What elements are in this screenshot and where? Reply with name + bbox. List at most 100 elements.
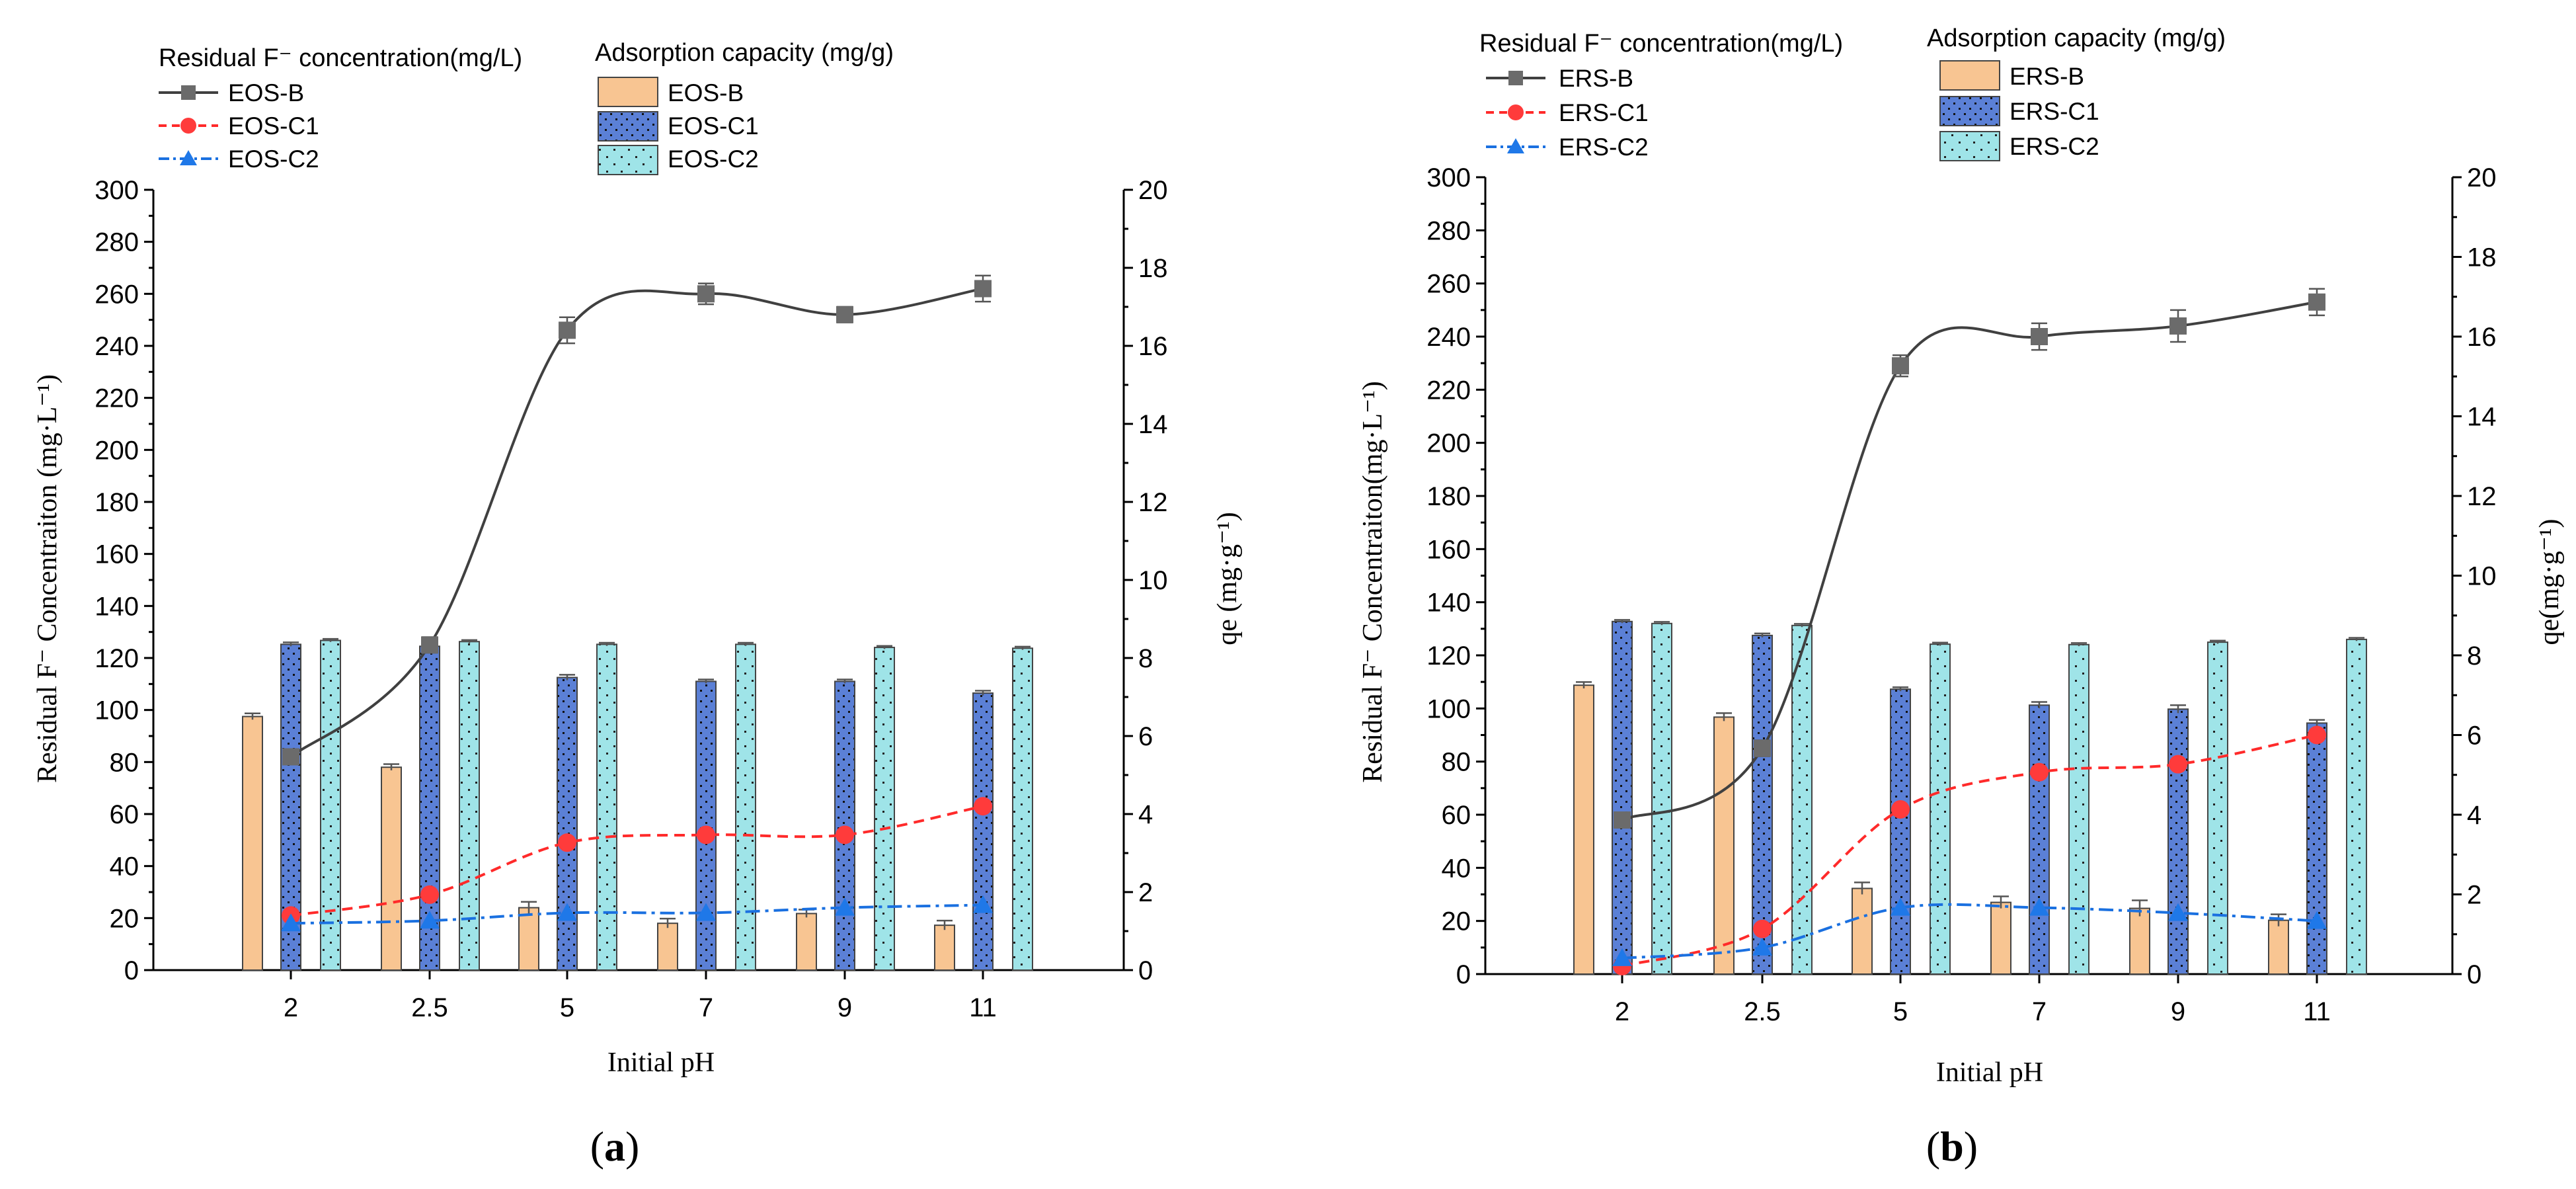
y-tick-label-left: 80 <box>1442 748 1471 777</box>
panel-letter-b: b <box>1940 1123 1964 1170</box>
y-tick-label-left: 280 <box>95 228 139 257</box>
bar-error-bar <box>1614 619 1630 624</box>
y-tick-label-right: 0 <box>1138 956 1153 985</box>
bar-error-bar <box>559 674 575 680</box>
point-marker-circle <box>2030 762 2049 782</box>
plot-area-a: 0204060801001201401601802002202402602803… <box>95 176 1167 1022</box>
legend-marker-circle <box>1508 104 1524 120</box>
legend-marker-square <box>1508 71 1523 85</box>
y-tick-label-right: 6 <box>2467 721 2481 751</box>
point-marker-circle <box>420 885 439 904</box>
bar-error-bar <box>2031 701 2047 709</box>
bar-ers-c1 <box>2306 722 2327 975</box>
x-axis-title-b: Initial pH <box>1936 1057 2043 1088</box>
legend-swatch-bar-c1 <box>598 111 658 142</box>
y-tick-label-left: 0 <box>124 956 139 985</box>
y-tick-label-left: 140 <box>1426 589 1471 618</box>
bar-eos-b <box>518 907 539 971</box>
bar-error-bar <box>698 678 714 684</box>
legend-bar-label-ers-b: ERS-B <box>2010 63 2084 90</box>
y-tick-label-right: 16 <box>1138 332 1168 361</box>
y-tick-label-left: 140 <box>95 592 139 621</box>
y-tick-label-left: 160 <box>1426 535 1471 564</box>
y-tick-label-right: 12 <box>1138 488 1168 517</box>
legend-swatch-bar-c2 <box>1939 131 2000 161</box>
y-tick-label-left: 20 <box>1442 907 1471 936</box>
bar-ers-b <box>2129 907 2150 975</box>
bar-ers-c2 <box>2346 638 2367 975</box>
bar-ers-b <box>1852 887 1873 975</box>
x-tick-label: 2 <box>1615 997 1629 1026</box>
panel-label-a: (a) <box>590 1123 640 1170</box>
y-tick-label-right: 2 <box>1138 878 1153 907</box>
x-tick-label: 5 <box>560 993 574 1022</box>
legend-lines-title: Residual F⁻ concentration(mg/L) <box>1479 30 1843 58</box>
x-tick-label: 2.5 <box>1744 997 1781 1026</box>
y-tick-label-left: 220 <box>95 384 139 413</box>
bar-error-bar <box>1015 645 1031 650</box>
legend-bars-title: Adsorption capacity (mg/g) <box>1927 24 2226 52</box>
legend-bar-label-ers-c2: ERS-C2 <box>2010 133 2099 160</box>
bar-error-bar <box>1754 632 1770 637</box>
legend-label-eos-c2: EOS-C2 <box>228 145 319 173</box>
y-tick-label-left: 20 <box>110 904 139 933</box>
bar-eos-c2 <box>1012 647 1033 971</box>
point-marker-triangle <box>2029 897 2049 916</box>
y-axis-title-left-a: Residual F⁻ Concentraiton (mg·L⁻¹) <box>32 374 63 783</box>
x-tick-label: 2.5 <box>411 993 448 1022</box>
point-marker-circle <box>558 833 576 852</box>
y-tick-label-left: 260 <box>95 280 139 309</box>
plot-area-b: 0204060801001201401601802002202402602803… <box>1426 163 2496 1026</box>
y-tick-label-right: 14 <box>2467 403 2497 432</box>
legend-swatch-bar-b <box>598 77 658 107</box>
y-tick-label-right: 8 <box>1138 644 1153 673</box>
y-tick-label-right: 4 <box>1138 800 1153 829</box>
bar-error-bar <box>1576 681 1592 689</box>
x-tick-label: 7 <box>699 993 713 1022</box>
legend-bar-label-eos-b: EOS-B <box>668 79 744 106</box>
x-tick-label: 2 <box>284 993 298 1022</box>
y-tick-label-right: 10 <box>1138 566 1168 595</box>
x-tick-label: 9 <box>2171 997 2185 1026</box>
legend-marker-circle <box>180 118 196 134</box>
y-tick-label-left: 240 <box>95 332 139 361</box>
point-marker-square <box>1754 739 1771 757</box>
bar-eos-c1 <box>557 676 578 971</box>
y-tick-label-right: 20 <box>2467 163 2497 192</box>
bar-error-bar <box>599 641 615 646</box>
point-marker-triangle <box>1891 897 1910 916</box>
bar-eos-c1 <box>972 692 994 971</box>
y-tick-label-right: 20 <box>1138 176 1168 205</box>
bar-error-bar <box>1932 641 1948 646</box>
y-tick-label-right: 18 <box>2467 243 2497 272</box>
bar-error-bar <box>1893 686 1908 692</box>
bar-eos-b <box>381 766 402 971</box>
line-series-eos-c2 <box>290 903 984 925</box>
y-tick-label-left: 180 <box>1426 482 1471 511</box>
y-tick-label-right: 14 <box>1138 410 1168 439</box>
y-tick-label-left: 220 <box>1426 376 1471 405</box>
bar-error-bar <box>283 641 299 647</box>
legend-marker-triangle <box>1507 138 1524 153</box>
bar-error-bar <box>2071 642 2087 647</box>
y-tick-label-right: 2 <box>2467 881 2481 910</box>
y-tick-label-right: 0 <box>2467 960 2481 989</box>
point-marker-square <box>2031 328 2048 345</box>
bar-ers-c1 <box>2167 708 2189 975</box>
y-tick-label-right: 12 <box>2467 482 2497 511</box>
y-tick-label-left: 120 <box>95 644 139 673</box>
point-marker-square <box>1614 811 1631 829</box>
point-marker-triangle <box>2168 903 2188 921</box>
y-axis-title-right-a: qe (mg·g⁻¹) <box>1212 512 1243 645</box>
bar-ers-b <box>2268 919 2289 975</box>
bar-error-bar <box>245 712 260 720</box>
legend-label-ers-b: ERS-B <box>1559 65 1633 92</box>
legend-label-eos-c1: EOS-C1 <box>228 112 319 140</box>
y-tick-label-left: 100 <box>95 696 139 725</box>
line-series-ers-c2 <box>1621 903 2318 960</box>
bar-eos-b <box>934 924 955 971</box>
point-marker-square <box>1892 357 1909 375</box>
y-tick-label-left: 260 <box>1426 270 1471 299</box>
y-tick-label-left: 80 <box>110 748 139 777</box>
